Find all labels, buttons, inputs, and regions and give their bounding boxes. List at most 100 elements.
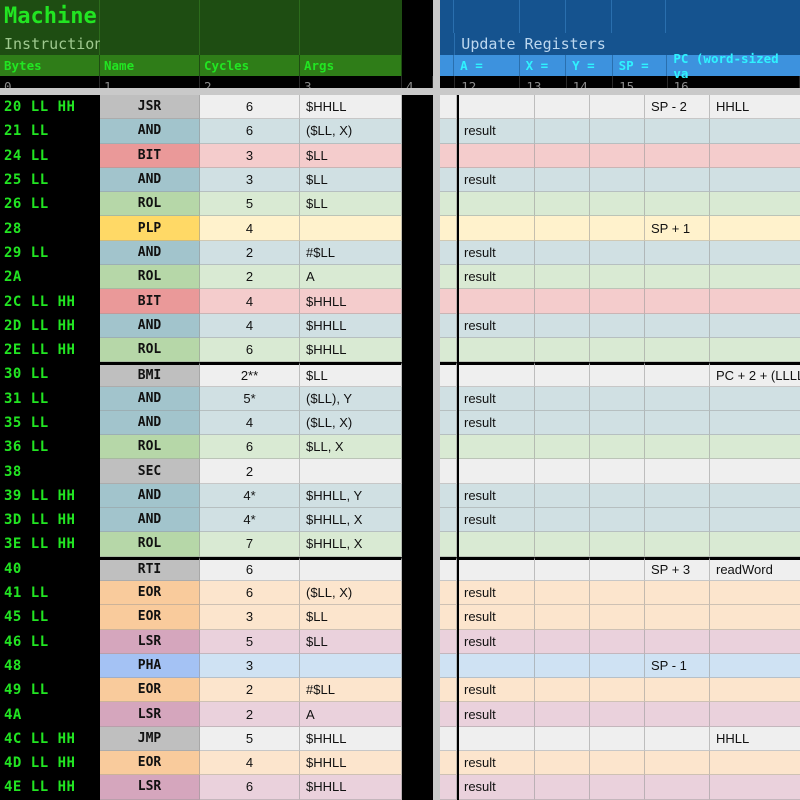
cell-args[interactable]: #$LL bbox=[300, 240, 402, 266]
cell-register-sliver[interactable] bbox=[440, 362, 457, 387]
cell-register-sp[interactable] bbox=[645, 459, 710, 484]
cell-register-x[interactable] bbox=[535, 556, 590, 581]
table-row[interactable]: 21 LL AND 6 ($LL, X) bbox=[0, 119, 433, 144]
cell-register-sp[interactable] bbox=[645, 265, 710, 290]
cell-register-sp[interactable] bbox=[645, 313, 710, 338]
cell-bytes[interactable]: 2C LL HH bbox=[0, 289, 100, 314]
cell-register-sp[interactable] bbox=[645, 605, 710, 630]
cell-cycles[interactable]: 4 bbox=[200, 216, 300, 241]
cell-register-y[interactable] bbox=[590, 508, 645, 533]
cell-register-a[interactable]: result bbox=[457, 629, 535, 654]
table-row[interactable]: result bbox=[440, 386, 800, 411]
cell-bytes[interactable]: 38 bbox=[0, 459, 100, 484]
cell-cycles[interactable]: 4 bbox=[200, 313, 300, 338]
cell-register-y[interactable] bbox=[590, 459, 645, 484]
cell-register-x[interactable] bbox=[535, 337, 590, 363]
cell-register-x[interactable] bbox=[535, 678, 590, 703]
cell-register-a[interactable] bbox=[457, 726, 535, 752]
cell-name[interactable]: AND bbox=[100, 240, 200, 266]
table-row[interactable]: 31 LL AND 5* ($LL), Y bbox=[0, 386, 433, 411]
cell-bytes[interactable]: 2A bbox=[0, 265, 100, 290]
cell-cycles[interactable]: 3 bbox=[200, 653, 300, 679]
cell-register-a[interactable]: result bbox=[457, 775, 535, 800]
table-row[interactable]: result bbox=[440, 483, 800, 509]
cell-register-y[interactable] bbox=[590, 216, 645, 241]
cell-register-y[interactable] bbox=[590, 362, 645, 387]
column-number-1[interactable]: 1 bbox=[100, 76, 200, 97]
cell-bytes[interactable]: 2E LL HH bbox=[0, 337, 100, 363]
cell-cycles[interactable]: 6 bbox=[200, 435, 300, 460]
cell-register-sliver[interactable] bbox=[440, 337, 457, 363]
cell-cycles[interactable]: 6 bbox=[200, 580, 300, 606]
cell-name[interactable]: AND bbox=[100, 508, 200, 533]
cell-register-sp[interactable] bbox=[645, 289, 710, 314]
cell-register-y[interactable] bbox=[590, 605, 645, 630]
cell-register-sliver[interactable] bbox=[440, 702, 457, 727]
cell-register-sp[interactable] bbox=[645, 775, 710, 800]
cell-args[interactable]: $LL bbox=[300, 167, 402, 193]
cell-bytes[interactable]: 4D LL HH bbox=[0, 751, 100, 776]
cell-register-pc[interactable] bbox=[710, 775, 800, 800]
cell-register-y[interactable] bbox=[590, 726, 645, 752]
cell-register-sp[interactable] bbox=[645, 143, 710, 168]
cell-register-sp[interactable] bbox=[645, 751, 710, 776]
table-row[interactable] bbox=[440, 143, 800, 168]
cell-register-sp[interactable] bbox=[645, 532, 710, 557]
cell-register-sp[interactable]: SP + 3 bbox=[645, 556, 710, 581]
cell-bytes[interactable]: 45 LL bbox=[0, 605, 100, 630]
table-row[interactable]: 3D LL HH AND 4* $HHLL, X bbox=[0, 508, 433, 533]
cell-cycles[interactable]: 6 bbox=[200, 95, 300, 120]
cell-register-sliver[interactable] bbox=[440, 775, 457, 800]
column-header-pcwordsizedva[interactable]: PC (word-sized va bbox=[667, 51, 800, 81]
cell-args[interactable] bbox=[300, 653, 402, 679]
table-row[interactable]: 36 LL ROL 6 $LL, X bbox=[0, 435, 433, 460]
cell-register-a[interactable]: result bbox=[457, 483, 535, 509]
column-header-sp[interactable]: SP = bbox=[612, 55, 668, 76]
cell-bytes[interactable]: 40 bbox=[0, 556, 100, 581]
cell-register-a[interactable] bbox=[457, 556, 535, 581]
cell-name[interactable]: RTI bbox=[100, 556, 200, 581]
table-row[interactable]: result bbox=[440, 605, 800, 630]
cell-register-sp[interactable]: SP + 1 bbox=[645, 216, 710, 241]
table-row[interactable]: SP + 3 readWord bbox=[440, 556, 800, 581]
cell-cycles[interactable]: 3 bbox=[200, 143, 300, 168]
cell-cycles[interactable]: 7 bbox=[200, 532, 300, 557]
cell-args[interactable]: $HHLL bbox=[300, 337, 402, 363]
cell-name[interactable]: AND bbox=[100, 483, 200, 509]
column-number-4[interactable]: 4 bbox=[402, 76, 433, 97]
cell-name[interactable]: AND bbox=[100, 410, 200, 436]
cell-args[interactable]: $LL bbox=[300, 605, 402, 630]
table-row[interactable]: PC + 2 + (LLLL & (nn bbox=[440, 362, 800, 387]
cell-cycles[interactable]: 3 bbox=[200, 167, 300, 193]
cell-register-sliver[interactable] bbox=[440, 653, 457, 679]
cell-cycles[interactable]: 4 bbox=[200, 289, 300, 314]
cell-args[interactable]: $LL bbox=[300, 143, 402, 168]
cell-register-pc[interactable] bbox=[710, 143, 800, 168]
cell-args[interactable]: $HHLL bbox=[300, 313, 402, 338]
cell-register-pc[interactable] bbox=[710, 265, 800, 290]
cell-register-pc[interactable] bbox=[710, 508, 800, 533]
cell-register-x[interactable] bbox=[535, 775, 590, 800]
table-row[interactable]: result bbox=[440, 775, 800, 800]
table-row[interactable]: 2D LL HH AND 4 $HHLL bbox=[0, 313, 433, 338]
cell-bytes[interactable]: 25 LL bbox=[0, 167, 100, 193]
table-row[interactable]: 40 RTI 6 bbox=[0, 556, 433, 581]
cell-register-a[interactable]: result bbox=[457, 386, 535, 411]
cell-cycles[interactable]: 2 bbox=[200, 702, 300, 727]
cell-register-x[interactable] bbox=[535, 751, 590, 776]
table-row[interactable]: 3E LL HH ROL 7 $HHLL, X bbox=[0, 532, 433, 557]
cell-cycles[interactable]: 4* bbox=[200, 483, 300, 509]
cell-args[interactable]: A bbox=[300, 265, 402, 290]
cell-register-a[interactable]: result bbox=[457, 167, 535, 193]
cell-name[interactable]: PLP bbox=[100, 216, 200, 241]
cell-register-sliver[interactable] bbox=[440, 678, 457, 703]
table-row[interactable]: 29 LL AND 2 #$LL bbox=[0, 240, 433, 266]
cell-name[interactable]: ROL bbox=[100, 192, 200, 217]
cell-register-a[interactable]: result bbox=[457, 265, 535, 290]
cell-register-pc[interactable] bbox=[710, 629, 800, 654]
cell-register-sliver[interactable] bbox=[440, 751, 457, 776]
cell-args[interactable]: #$LL bbox=[300, 678, 402, 703]
cell-register-sp[interactable] bbox=[645, 362, 710, 387]
cell-name[interactable]: AND bbox=[100, 313, 200, 338]
cell-cycles[interactable]: 6 bbox=[200, 775, 300, 800]
